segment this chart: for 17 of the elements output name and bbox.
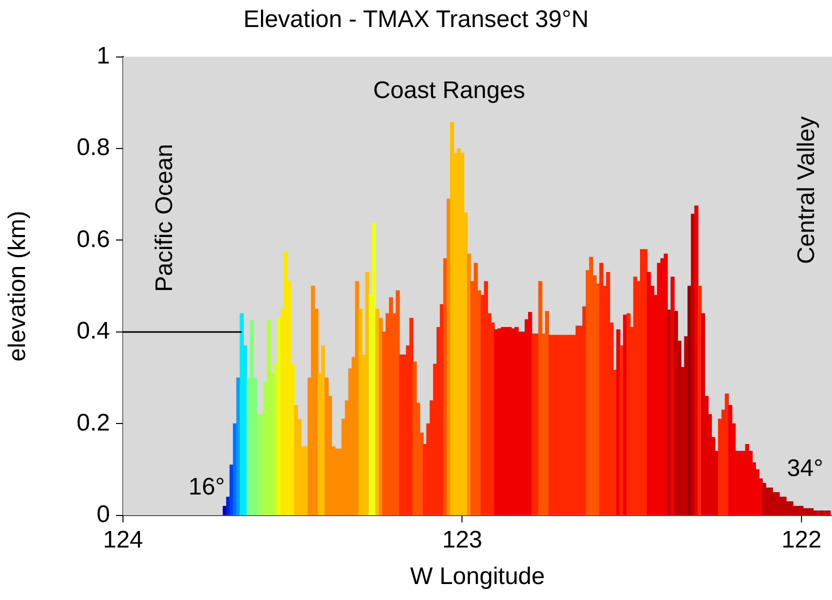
annotation: Pacific Ocean (151, 144, 178, 292)
annotation: Coast Ranges (373, 76, 526, 104)
y-tick-label: 0.8 (76, 134, 110, 162)
annotation: Central Valley (792, 116, 820, 264)
y-tick-label: 0 (96, 501, 110, 528)
x-tick-label: 124 (102, 526, 144, 554)
annotation: 34° (786, 455, 824, 482)
y-tick-label: 0.4 (76, 318, 110, 345)
x-tick-label: 123 (442, 526, 482, 554)
y-tick-label: 0.2 (76, 409, 110, 436)
x-axis-title: W Longitude (410, 563, 545, 590)
x-tick-label: 122 (781, 526, 822, 554)
y-tick-label: 1 (96, 42, 110, 70)
chart-title: Elevation - TMAX Transect 39°N (243, 6, 589, 34)
y-tick-label: 0.6 (76, 226, 110, 253)
annotation: 16° (188, 474, 225, 501)
y-axis-title: elevation (km) (4, 210, 32, 362)
